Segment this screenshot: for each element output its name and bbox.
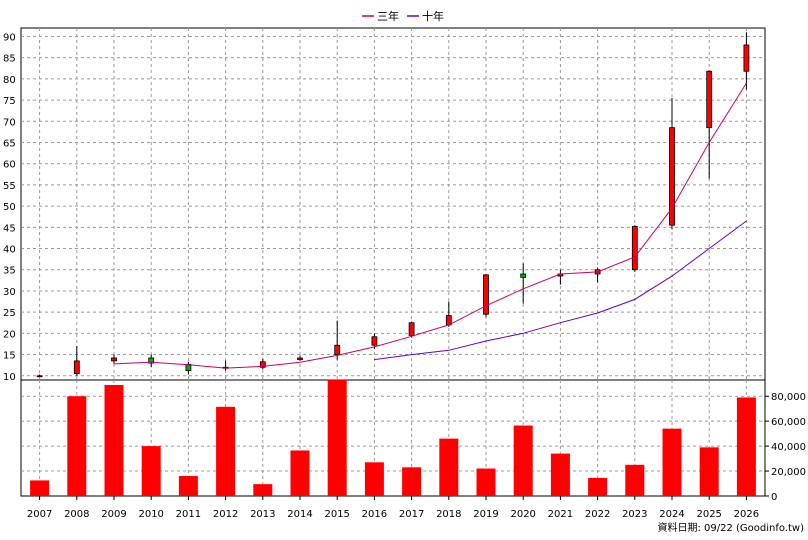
x-tick-label: 2010 — [138, 509, 163, 520]
volume-tick-label: 80,000 — [771, 392, 806, 403]
x-tick-label: 2009 — [101, 509, 126, 520]
ma-line-3y — [113, 82, 747, 369]
price-tick-label: 80 — [3, 75, 16, 86]
legend-label-10y: 十年 — [422, 9, 444, 23]
volume-bar-2024 — [662, 428, 682, 496]
x-tick-label: 2007 — [27, 509, 52, 520]
x-tick-label: 2018 — [436, 509, 461, 520]
price-tick-label: 85 — [3, 54, 16, 65]
price-tick-label: 90 — [3, 32, 16, 43]
volume-bar-2014 — [290, 450, 310, 496]
candle-body-2020 — [520, 273, 527, 278]
volume-bar-2015 — [327, 379, 347, 496]
volume-bar-2019 — [476, 468, 496, 496]
price-tick-label: 60 — [3, 160, 16, 171]
legend: 三年 十年 — [362, 9, 444, 23]
x-tick-label: 2025 — [696, 509, 721, 520]
candle-body-2025 — [706, 70, 713, 129]
volume-bar-2022 — [588, 477, 608, 496]
price-tick-label: 10 — [3, 372, 16, 383]
candle-body-2023 — [631, 226, 638, 271]
x-tick-label: 2019 — [473, 509, 498, 520]
volume-bar-2020 — [513, 425, 533, 496]
price-tick-label: 65 — [3, 139, 16, 150]
volume-axis: 0 20,000 40,000 60,000 80,000 — [765, 392, 806, 503]
volume-tick-label: 40,000 — [771, 442, 806, 453]
volume-bar-2013 — [253, 484, 273, 496]
volume-bar-2025 — [699, 447, 719, 496]
price-tick-label: 40 — [3, 245, 16, 256]
x-tick-label: 2016 — [362, 509, 387, 520]
volume-bar-2011 — [178, 476, 198, 496]
volume-tick-label: 20,000 — [771, 467, 806, 478]
price-tick-label: 70 — [3, 117, 16, 128]
volume-bar-2016 — [364, 462, 384, 496]
volume-panel: 0 20,000 40,000 60,000 80,000 — [20, 379, 806, 503]
candle-body-2017 — [408, 322, 415, 336]
candle-body-2010 — [148, 357, 155, 364]
volume-bar-2009 — [104, 384, 124, 496]
candle-body-2007 — [36, 375, 43, 378]
candle-body-2016 — [371, 336, 378, 346]
price-tick-label: 50 — [3, 202, 16, 213]
volume-bar-2021 — [550, 453, 570, 496]
candle-body-2014 — [297, 357, 303, 361]
x-tick-label: 2015 — [324, 509, 349, 520]
candle-body-2019 — [483, 274, 489, 315]
candle-body-2009 — [111, 357, 117, 362]
volume-bar-2026 — [736, 397, 756, 496]
candles — [36, 32, 750, 378]
candle-body-2008 — [73, 360, 80, 375]
volume-bar-2012 — [216, 406, 236, 496]
price-tick-label: 75 — [3, 96, 16, 107]
x-tick-label: 2017 — [399, 509, 424, 520]
x-tick-label: 2011 — [176, 509, 201, 520]
volume-bar-2017 — [402, 467, 422, 496]
ma-line-10y — [374, 220, 747, 361]
x-tick-label: 2013 — [250, 509, 275, 520]
volume-tick-label: 0 — [771, 492, 777, 503]
price-tick-label: 15 — [3, 351, 16, 362]
volume-bar-2018 — [439, 438, 459, 496]
price-tick-label: 25 — [3, 308, 16, 319]
candle-body-2026 — [743, 44, 750, 72]
price-tick-label: 55 — [3, 181, 16, 192]
price-panel: 10 15 20 25 30 35 40 45 50 55 60 65 70 75 80 85 90 — [3, 27, 766, 383]
legend-label-3y: 三年 — [377, 9, 399, 23]
price-axis: 10 15 20 25 30 35 40 45 50 55 60 65 70 75 80 85 90 — [3, 32, 16, 382]
volume-plot-area — [20, 379, 766, 497]
price-tick-label: 45 — [3, 223, 16, 234]
source-note: 資料日期: 09/22 (Goodinfo.tw) — [657, 521, 804, 534]
x-tick-label: 2020 — [510, 509, 535, 520]
price-plot-area — [20, 27, 766, 381]
x-axis: 2007 2008 2009 2010 2011 2012 2013 2014 2015 2016… — [27, 496, 759, 520]
candle-body-2015 — [334, 344, 341, 355]
x-tick-label: 2012 — [213, 509, 238, 520]
volume-tick-label: 60,000 — [771, 417, 806, 428]
volume-bar-2023 — [625, 464, 645, 496]
x-tick-label: 2008 — [64, 509, 89, 520]
x-tick-label: 2026 — [734, 509, 759, 520]
price-grid — [21, 28, 765, 380]
volume-bar-2008 — [67, 396, 87, 496]
price-tick-label: 35 — [3, 266, 16, 277]
candle-body-2013 — [259, 361, 266, 368]
x-tick-label: 2021 — [548, 509, 573, 520]
candle-body-2024 — [669, 127, 675, 226]
moving-averages — [113, 82, 747, 369]
volume-bars — [30, 379, 756, 496]
volume-bar-2010 — [141, 446, 161, 496]
x-tick-label: 2023 — [622, 509, 647, 520]
price-tick-label: 30 — [3, 287, 16, 298]
x-tick-label: 2022 — [585, 509, 610, 520]
x-tick-label: 2014 — [287, 509, 312, 520]
volume-bar-2007 — [30, 480, 50, 496]
price-tick-label: 20 — [3, 329, 16, 340]
x-tick-label: 2024 — [659, 509, 684, 520]
